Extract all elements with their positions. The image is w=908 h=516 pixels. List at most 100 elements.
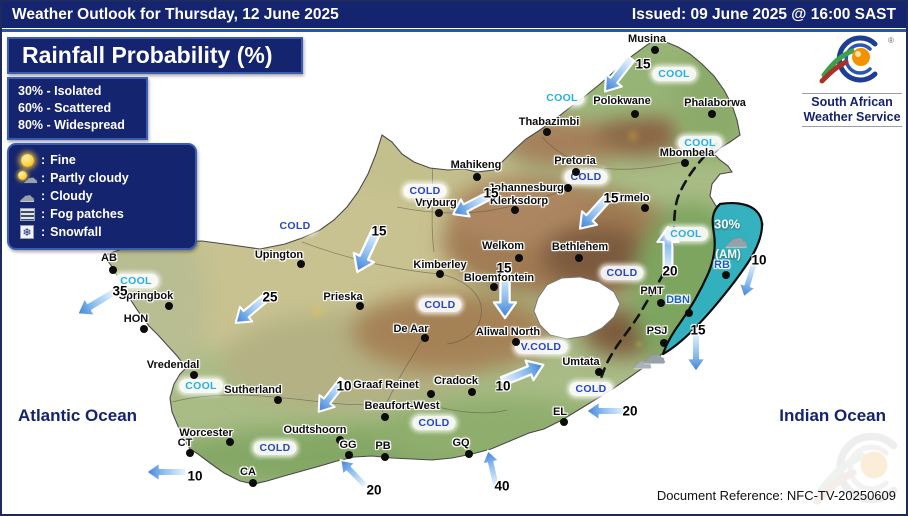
city-dot [468,388,476,396]
logo-divider [802,126,902,127]
wind-speed-value: 10 [495,378,511,394]
wind-speed-value: 15 [371,223,387,239]
city-label: Vredendal [146,359,200,371]
city-dot [140,325,148,333]
temperature-label: COOL [664,227,708,241]
city-dot [560,418,568,426]
city-dot [515,254,523,262]
city-label: Graaf Reinet [353,379,419,391]
city-label: Pretoria [554,155,596,167]
city-label: RB [714,259,730,271]
city-dot [511,206,519,214]
city-label: EL [552,406,568,418]
logo-divider [802,93,902,94]
legend-row-snowfall: ❄ : Snowfall [17,223,187,241]
logo-name-line2: Weather Service [803,110,901,124]
city-dot [512,338,520,346]
temperature-label: COLD [569,382,613,396]
wind-speed-value: 35 [112,283,128,299]
city-dot [681,159,689,167]
city-label: Mahikeng [450,159,502,171]
atlantic-ocean-label: Atlantic Ocean [18,406,138,425]
front-dashed-line [596,142,718,392]
city-dot [356,302,364,310]
legend-label: Fog patches [50,207,124,221]
saws-logo: ® South African Weather Service [796,35,906,128]
city-dot [572,168,580,176]
snowflake-icon: ❄ [17,225,37,239]
city-label: Mbombela [659,147,715,159]
logo-name-line1: South African [811,95,893,109]
city-label: GQ [452,437,470,449]
temperature-label: COLD [253,441,297,455]
temperature-label: COLD [412,416,456,430]
city-dot [336,436,344,444]
legend-row-fog: : Fog patches [17,205,187,223]
city-label: Cradock [433,375,479,387]
document-reference: Document Reference: NFC-TV-20250609 [656,488,896,503]
cloud-icon: ☁ [724,224,748,253]
temperature-label: V.COLD [514,340,568,354]
city-dot [436,270,444,278]
wind-speed-value: 10 [751,252,767,268]
legend-label: Fine [50,153,76,167]
legend-row-fine: : Fine [17,151,187,169]
probability-legend-item: 80% - Widespread [18,118,125,132]
city-dot [381,413,389,421]
city-label: Oudtshoorn [283,424,347,436]
city-label: Worcester [179,427,233,439]
symbol-legend: : Fine ☁ : Partly cloudy ☁ : Cloudy : Fo… [7,143,197,250]
city-label: Bloemfontein [463,272,535,284]
temperature-label: COLD [273,219,317,233]
city-label: Sutherland [224,384,282,396]
city-dot [685,309,693,317]
city-dot [186,449,194,457]
wind-speed-value: 15 [483,185,499,201]
partly-cloudy-icon: ☁ [17,169,38,187]
header-issued: Issued: 09 June 2025 @ 16:00 SAST [631,6,896,23]
rain-area-period: (AM) [715,249,741,261]
legend-label: Partly cloudy [50,171,129,185]
wind-speed-value: 20 [622,403,638,419]
wind-speed-value: 20 [662,263,678,279]
probability-legend-item: 60% - Scattered [18,101,112,115]
city-dot [564,184,572,192]
wind-speed-value: 10 [187,468,203,484]
city-label: Vryburg [415,197,457,209]
city-label: Umtata [562,356,600,368]
city-label: CA [240,466,256,478]
probability-legend: 30% - Isolated 60% - Scattered 80% - Wid… [7,77,148,140]
probability-legend-item: 30% - Isolated [18,84,102,98]
header-bar: Weather Outlook for Thursday, 12 June 20… [2,2,906,28]
city-dot [595,368,603,376]
rain-area-probability: 30% [713,216,741,232]
temperature-label: COOL [179,379,223,393]
city-dot [657,299,665,307]
city-dot [708,110,716,118]
legend-label: Snowfall [50,225,102,239]
city-label: PB [375,440,391,452]
cloudy-icon: ☁ [19,186,35,205]
city-dot [165,302,173,310]
watermark-logo [813,432,898,505]
temperature-label: COOL [114,274,158,288]
city-label: CT [177,437,193,449]
temperature-label: COLD [403,184,447,198]
header-title: Weather Outlook for Thursday, 12 June 20… [12,6,339,23]
city-label: Beaufort-West [364,400,440,412]
city-label: PMT [640,285,664,297]
wind-speed-value: 15 [635,56,651,72]
header-accent-line [2,29,906,32]
registered-mark: ® [888,36,894,45]
city-label: Prieska [323,291,363,303]
wind-speed-value: 15 [690,322,706,338]
fog-icon [17,207,37,221]
city-label: Springbok [118,290,174,302]
city-dot [473,173,481,181]
city-label: PSJ [646,325,668,337]
temperature-label: COOL [652,67,696,81]
city-label: AB [101,252,117,264]
temperature-label: COLD [564,170,608,184]
city-dot [226,438,234,446]
city-dot [109,266,117,274]
